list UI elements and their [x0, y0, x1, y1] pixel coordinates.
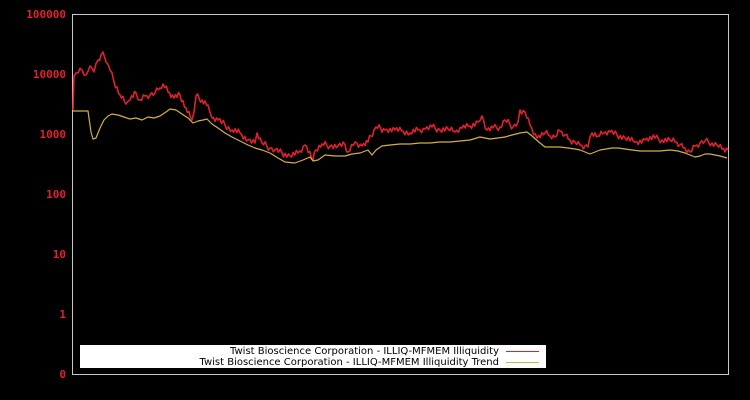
legend-entry-illiquidity: Twist Bioscience Corporation - ILLIQ-MFM… — [230, 346, 546, 357]
legend-entry-illiquidity-trend: Twist Bioscience Corporation - ILLIQ-MFM… — [199, 357, 546, 368]
illiquidity-trend-line — [73, 108, 728, 164]
y-tick-label: 1000 — [39, 128, 67, 141]
y-tick-label: 10 — [52, 248, 66, 261]
chart-legend: Twist Bioscience Corporation - ILLIQ-MFM… — [80, 345, 546, 368]
y-tick-label: 1 — [59, 308, 66, 321]
illiquidity-line — [72, 51, 729, 161]
legend-label: Twist Bioscience Corporation - ILLIQ-MFM… — [199, 357, 499, 368]
y-tick-label: 0 — [59, 368, 66, 381]
plot-frame — [72, 14, 729, 375]
legend-label: Twist Bioscience Corporation - ILLIQ-MFM… — [230, 346, 499, 357]
y-tick-label: 100000 — [26, 8, 66, 21]
y-tick-label: 100 — [46, 188, 66, 201]
y-tick-label: 10000 — [32, 68, 66, 81]
legend-swatch-red — [506, 351, 539, 352]
legend-swatch-yellow — [506, 362, 539, 363]
